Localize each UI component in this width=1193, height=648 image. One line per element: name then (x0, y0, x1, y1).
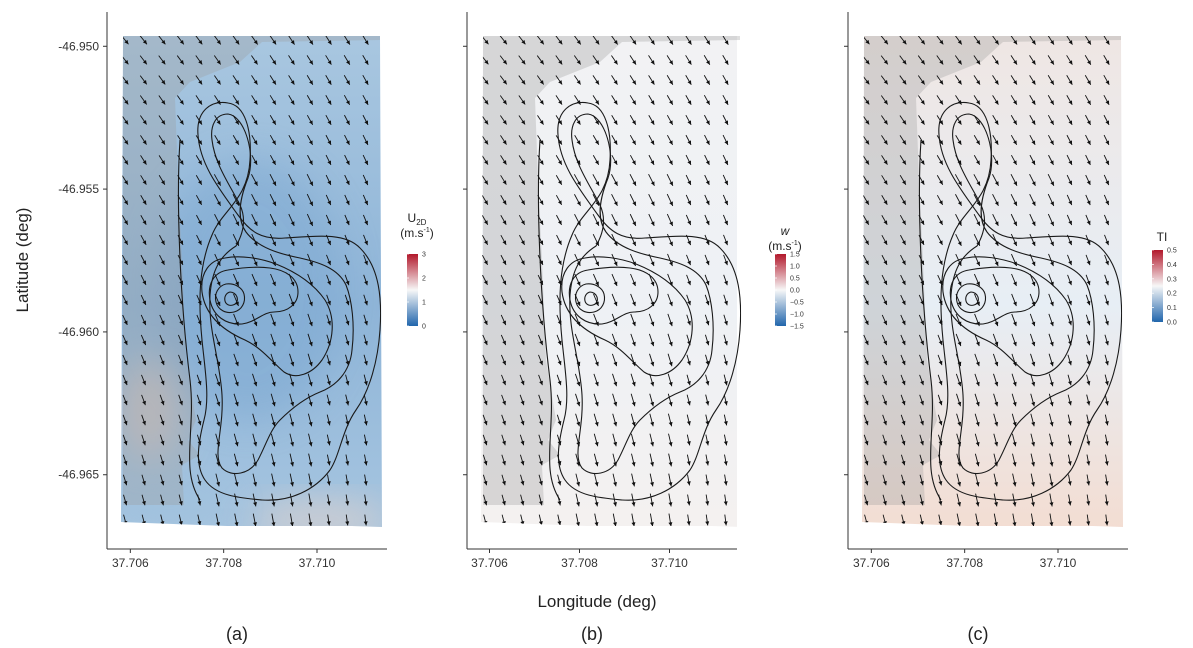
x-tick-label: 37.710 (299, 556, 336, 570)
legend-tick-label: 3 (422, 252, 426, 259)
x-axis-title: Longitude (deg) (537, 592, 656, 611)
panel-label: (c) (968, 624, 989, 644)
data-field-a (107, 30, 390, 538)
y-tick-label: -46.955 (58, 182, 99, 196)
legend-tick-label: 0.5 (1167, 248, 1177, 255)
legend-tick-label: 0.2 (1167, 291, 1177, 298)
legend-title: U2D (408, 211, 427, 227)
legend-title: TI (1157, 230, 1168, 244)
legend-tick-label: 0.5 (790, 276, 800, 283)
panel-label: (a) (226, 624, 248, 644)
legend-colorbar (1152, 250, 1163, 322)
legend-tick-label: −0.5 (790, 300, 804, 307)
legend-b: w(m.s-1)1.51.00.50.0−0.5−1.0−1.5 (768, 224, 804, 331)
legend-title: w (781, 224, 791, 238)
legend-tick-label: 0 (422, 324, 426, 331)
legend-a: U2D(m.s-1) 3 2 1 0 (400, 211, 434, 331)
legend-tick-label: 1.5 (790, 252, 800, 259)
x-tick-label: 37.710 (1040, 556, 1077, 570)
legend-c: TI 0.5 0.4 0.3 0.2 0.1 0.0 (1152, 230, 1177, 327)
legend-tick-label: 0.3 (1167, 276, 1177, 283)
legend-unit: (m.s-1) (400, 226, 434, 240)
x-tick-label: 37.708 (946, 556, 983, 570)
legend-tick-label: 0.0 (1167, 320, 1177, 327)
y-tick-label: -46.960 (58, 325, 99, 339)
x-tick-label: 37.706 (853, 556, 890, 570)
panel-label: (b) (581, 624, 603, 644)
y-tick-label: -46.950 (58, 39, 99, 53)
x-tick-label: 37.708 (205, 556, 242, 570)
legend-tick-label: 0.4 (1167, 262, 1177, 269)
field-blob (250, 502, 390, 538)
x-tick-label: 37.710 (651, 556, 688, 570)
panel-c: 37.706 37.708 37.710 TI 0.5 0.4 0.3 0.2 0.1 0.0 (c… (844, 12, 1193, 644)
x-tick-label: 37.706 (112, 556, 149, 570)
y-tick-label: -46.965 (58, 468, 99, 482)
legend-tick-label: 1.0 (790, 264, 800, 271)
legend-tick-label: 0.0 (790, 288, 800, 295)
panel-a: 37.706 37.708 37.710 -46.950 -46.955 -46.960 -… (58, 12, 433, 644)
legend-tick-label: −1.0 (790, 312, 804, 319)
y-axis-title: Latitude (deg) (13, 208, 32, 313)
legend-tick-label: −1.5 (790, 324, 804, 331)
legend-unit-close: ) (430, 226, 434, 240)
x-tick-label: 37.706 (471, 556, 508, 570)
x-tick-label: 37.708 (561, 556, 598, 570)
legend-tick-label: 1 (422, 300, 426, 307)
data-field-c (848, 30, 1193, 530)
legend-colorbar (407, 254, 418, 326)
legend-tick-label: 0.1 (1167, 305, 1177, 312)
legend-tick-label: 2 (422, 276, 426, 283)
